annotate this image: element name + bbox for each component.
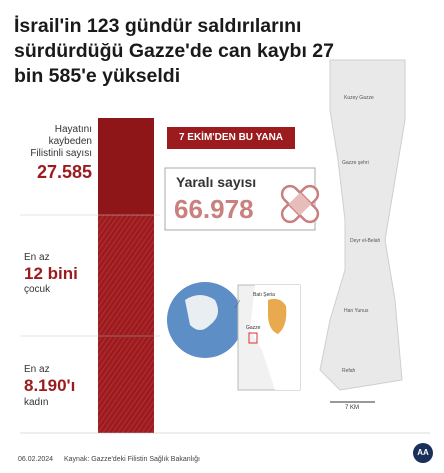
- injured-label: Yaralı sayısı: [176, 174, 257, 190]
- women-value: 8.190'ı: [24, 376, 76, 395]
- scale-label: 7 KM: [345, 405, 360, 411]
- inset-region: [268, 298, 287, 334]
- globe-land: [185, 295, 219, 330]
- women-segment: [98, 337, 154, 433]
- killed-value: 27.585: [36, 162, 92, 182]
- title: İsrail'in 123 gündür saldırılarını sürdü…: [14, 15, 334, 87]
- children-suffix: çocuk: [24, 284, 51, 295]
- banner: 7 EKİM'DEN BU YANA: [178, 132, 284, 143]
- inset-label: Batı Şeria: [253, 292, 275, 298]
- source: Kaynak: Gazze'deki Filistin Sağlık Bakan…: [64, 456, 200, 463]
- women-prefix: En az: [24, 364, 50, 375]
- map-label: Deyr el-Belah: [350, 238, 381, 244]
- children-prefix: En az: [24, 252, 50, 263]
- women-suffix: kadın: [24, 397, 49, 408]
- map-label: Han Yunus: [344, 308, 369, 314]
- bandage-icon: [280, 184, 320, 224]
- injured-value: 66.978: [174, 194, 254, 224]
- children-value: 12 bini: [24, 264, 78, 283]
- inset-land: [250, 285, 300, 390]
- logo-bg: [413, 443, 433, 463]
- date: 06.02.2024: [18, 456, 54, 463]
- connector: [234, 299, 241, 309]
- inset-highlight: [248, 332, 258, 344]
- gaza-map: [319, 59, 406, 391]
- children-segment: [98, 215, 154, 335]
- banner-bg: [167, 127, 295, 149]
- killed-label: Hayatını kaybeden Filistinli sayısı: [30, 124, 92, 159]
- logo: AA: [417, 448, 429, 457]
- map-label: Gazze şehri: [342, 160, 369, 166]
- map-label: Kuzey Gazze: [344, 95, 374, 101]
- inset-label: Gazze: [246, 325, 261, 331]
- map-label: Refah: [342, 368, 356, 374]
